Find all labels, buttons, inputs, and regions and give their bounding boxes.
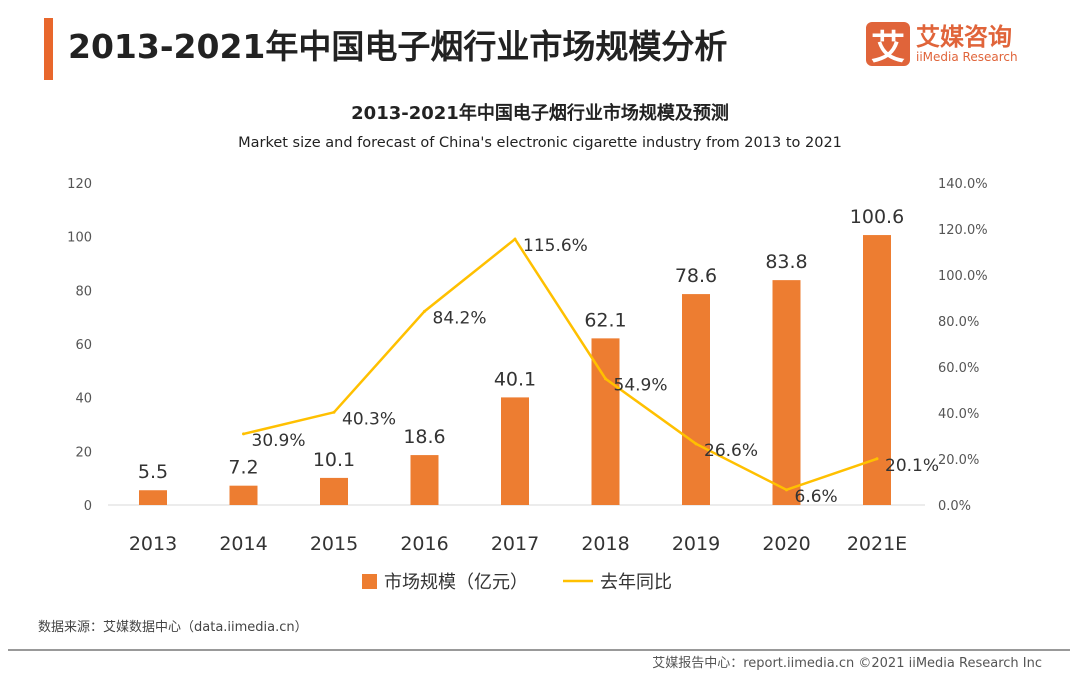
yoy-point [604,377,607,381]
right-axis-tick: 20.0% [938,453,979,468]
line-label: 115.6% [523,236,588,256]
line-label: 6.6% [795,487,838,507]
left-axis-tick: 80 [75,284,92,299]
right-axis-tick: 0.0% [938,499,971,514]
left-axis-tick: 40 [75,392,92,407]
yoy-point [694,442,698,446]
left-axis-tick: 100 [67,231,92,246]
bar-2014 [229,485,258,505]
title-accent-bar [44,18,53,80]
left-axis-tick: 20 [75,445,92,460]
chart-subtitle: Market size and forecast of China's elec… [238,135,842,151]
yoy-point [875,457,879,461]
line-label: 30.9% [252,431,306,451]
right-axis-tick: 40.0% [938,407,979,422]
bar-2016 [410,455,439,505]
bar-label: 100.6 [850,206,904,228]
yoy-point [242,432,245,436]
left-axis-tick: 0 [84,499,92,514]
legend-bar-label: 市场规模（亿元） [384,572,528,593]
bar-label: 5.5 [138,461,168,483]
bar-label: 40.1 [494,368,536,390]
line-label: 26.6% [704,441,758,461]
x-axis-tick: 2014 [219,533,267,555]
logo: 艾 艾媒咨询 iiMedia Research [866,22,1018,68]
yoy-point [332,410,336,414]
yoy-point [513,237,517,241]
right-axis-tick: 140.0% [938,177,988,192]
right-axis-tick: 80.0% [938,315,979,330]
bar-label: 83.8 [765,251,807,273]
right-axis-tick: 100.0% [938,269,988,284]
yoy-point [785,488,788,492]
bar-label: 7.2 [228,457,258,479]
bar-2015 [320,477,348,505]
line-label: 20.1% [885,456,939,476]
yoy-line [243,237,878,492]
line-label: 54.9% [614,376,668,396]
bar-label: 62.1 [584,309,626,331]
bar-2013 [139,490,167,505]
line-label: 40.3% [342,409,396,429]
x-axis-tick: 2018 [581,533,629,555]
right-axis-tick: 120.0% [938,223,988,238]
logo-mark-text: 艾 [871,27,905,68]
legend-line-label: 去年同比 [600,572,672,593]
x-axis-tick: 2015 [310,533,358,555]
bar-2019 [682,294,710,505]
bar-2020 [772,280,801,505]
page-title: 2013-2021年中国电子烟行业市场规模分析 [68,27,728,66]
footer-copyright: 艾媒报告中心：report.iimedia.cn ©2021 iiMedia R… [652,656,1042,671]
yoy-point [423,309,426,313]
x-axis-tick: 2020 [762,533,810,555]
legend-bar-swatch [362,574,377,589]
logo-mark: 艾 [866,22,910,68]
bar-label: 78.6 [675,265,717,287]
x-axis-tick: 2019 [672,533,720,555]
bar-2017 [501,397,529,505]
right-axis-tick: 60.0% [938,361,979,376]
x-axis-tick: 2021E [847,533,907,555]
left-axis-tick: 60 [75,338,92,353]
bar-label: 10.1 [313,449,355,471]
chart-title: 2013-2021年中国电子烟行业市场规模及预测 [351,103,729,124]
x-axis-tick: 2013 [129,533,177,555]
data-source: 数据来源：艾媒数据中心（data.iimedia.cn） [38,620,308,635]
logo-cn: 艾媒咨询 [916,23,1012,51]
x-axis-tick: 2016 [400,533,448,555]
x-axis-tick: 2017 [491,533,539,555]
logo-en: iiMedia Research [916,50,1018,64]
line-label: 84.2% [433,308,487,328]
bar-label: 18.6 [403,426,445,448]
left-axis-tick: 120 [67,177,92,192]
footer-divider [8,649,1070,651]
